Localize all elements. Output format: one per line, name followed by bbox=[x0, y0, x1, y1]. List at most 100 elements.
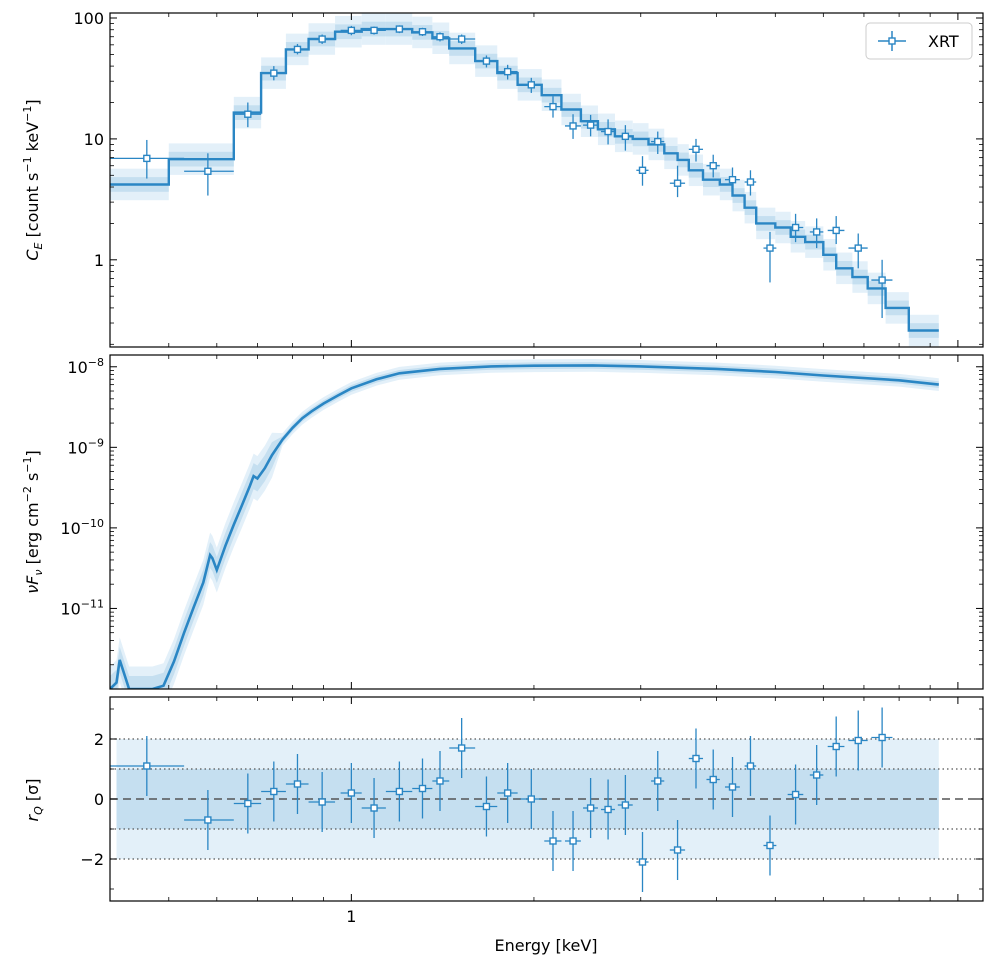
xrt-data-point bbox=[244, 110, 252, 118]
xrt-data-point bbox=[549, 102, 557, 111]
residuals-y-tick-label: 2 bbox=[94, 730, 104, 749]
xrt-data-point bbox=[318, 35, 326, 43]
counts-y-axis-label: CE [count s−1 keV−1] bbox=[21, 99, 45, 260]
residual-data-point bbox=[812, 771, 821, 779]
residual-data-point bbox=[854, 736, 862, 745]
residual-data-point bbox=[436, 777, 444, 785]
nufnu-ticks: 10−11 10−10 10−9 10−8 bbox=[60, 355, 983, 689]
counts-panel: 1 10 100 CE [count s−1 keV−1] XRT bbox=[21, 9, 984, 348]
counts-frame bbox=[109, 12, 984, 348]
residuals-panel: −2 0 2 1 rQ [σ] Energy [keV] bbox=[23, 696, 984, 955]
residual-data-point bbox=[527, 795, 535, 803]
xrt-data-point bbox=[418, 28, 427, 36]
nufnu-y-axis-label: νFν [erg cm−2 s−1] bbox=[21, 450, 45, 594]
nufnu-y-tick-label: 10−10 bbox=[60, 517, 104, 538]
nufnu-uncertainty-band-inner bbox=[110, 362, 939, 689]
residual-data-point bbox=[832, 742, 840, 751]
residual-data-point bbox=[204, 816, 212, 824]
xrt-data-point bbox=[503, 67, 512, 76]
residual-data-point bbox=[244, 799, 252, 808]
residuals-ticks: −2 0 2 1 bbox=[80, 697, 983, 926]
xrt-data-point bbox=[728, 175, 737, 184]
xrt-data-point bbox=[832, 226, 840, 235]
xrt-data-point bbox=[347, 26, 356, 35]
residual-data-point bbox=[370, 804, 378, 812]
counts-ticks: 1 10 100 bbox=[73, 9, 983, 347]
xrt-data-point bbox=[293, 45, 302, 54]
counts-y-tick-label: 1 bbox=[94, 251, 104, 270]
xrt-data-point bbox=[527, 81, 535, 89]
xrt-data-point bbox=[270, 69, 278, 77]
residual-data-point bbox=[418, 784, 427, 793]
residual-data-point bbox=[692, 754, 700, 763]
residuals-plot-area bbox=[110, 707, 983, 892]
xrt-data-point bbox=[586, 121, 595, 129]
xrt-data-point bbox=[569, 122, 577, 130]
xrt-data-point bbox=[621, 132, 630, 141]
xrt-data-point bbox=[204, 167, 212, 175]
residual-data-point bbox=[586, 804, 595, 812]
residual-data-point bbox=[482, 802, 491, 811]
residuals-y-tick-label: −2 bbox=[80, 850, 104, 869]
residual-data-point bbox=[673, 846, 682, 854]
residual-data-point bbox=[318, 798, 326, 806]
counts-y-tick-label: 100 bbox=[73, 9, 104, 28]
x-tick-label: 1 bbox=[346, 907, 356, 926]
nufnu-clipped-group bbox=[110, 359, 939, 689]
xrt-data-point bbox=[746, 178, 755, 186]
nufnu-y-tick-label: 10−11 bbox=[60, 597, 104, 618]
residuals-y-tick-label: 0 bbox=[94, 790, 104, 809]
residual-data-point bbox=[569, 837, 577, 845]
residual-data-point bbox=[293, 780, 302, 788]
residual-data-point bbox=[766, 841, 774, 850]
xrt-data-point bbox=[370, 26, 378, 35]
xrt-data-point bbox=[673, 179, 682, 187]
xrt-data-point bbox=[436, 33, 444, 41]
legend-marker-square bbox=[888, 37, 896, 45]
counts-y-tick-label: 10 bbox=[84, 130, 104, 149]
residual-data-point bbox=[270, 787, 278, 796]
xrt-data-point bbox=[143, 154, 151, 163]
xrt-data-point bbox=[709, 162, 717, 170]
nufnu-model-line bbox=[110, 364, 939, 689]
xrt-data-point bbox=[692, 145, 700, 154]
residual-data-point bbox=[654, 777, 662, 785]
residual-data-point bbox=[709, 775, 717, 784]
nufnu-plot-area bbox=[110, 359, 939, 689]
residual-data-point bbox=[791, 790, 800, 799]
nufnu-frame bbox=[109, 354, 984, 690]
residual-data-point bbox=[503, 789, 512, 797]
legend-label-xrt: XRT bbox=[928, 32, 959, 51]
xrt-data-point bbox=[812, 228, 821, 236]
xrt-data-point bbox=[654, 137, 662, 146]
xrt-data-point bbox=[854, 244, 862, 252]
xrt-data-point bbox=[457, 35, 466, 43]
xrt-data-point bbox=[482, 57, 491, 65]
nufnu-y-tick-label: 10−9 bbox=[67, 436, 104, 457]
xrt-data-point bbox=[878, 276, 886, 284]
residual-data-point bbox=[395, 787, 404, 796]
residual-data-point bbox=[621, 801, 630, 809]
residual-data-point bbox=[878, 733, 886, 742]
residual-data-point bbox=[638, 858, 647, 866]
residual-data-point bbox=[457, 744, 466, 752]
xrt-data-point bbox=[638, 166, 647, 174]
xrt-data-point bbox=[604, 127, 612, 136]
xrt-data-point bbox=[791, 223, 800, 232]
residual-data-point bbox=[746, 762, 755, 770]
residual-data-point bbox=[728, 783, 737, 791]
legend: XRT bbox=[865, 22, 973, 60]
xrt-data-point bbox=[766, 244, 774, 252]
residual-data-point bbox=[143, 762, 151, 770]
nufnu-y-tick-label: 10−8 bbox=[67, 356, 104, 377]
residual-data-point bbox=[347, 789, 356, 797]
xrt-data-point bbox=[395, 25, 404, 33]
counts-plot-area bbox=[110, 13, 939, 347]
residual-data-point bbox=[604, 805, 612, 814]
residuals-y-axis-label: rQ [σ] bbox=[23, 779, 45, 822]
residual-data-point bbox=[549, 837, 557, 845]
nufnu-panel: 10−11 10−10 10−9 10−8 νFν [erg cm−2 s−1] bbox=[21, 354, 984, 690]
x-axis-label: Energy [keV] bbox=[494, 936, 597, 955]
